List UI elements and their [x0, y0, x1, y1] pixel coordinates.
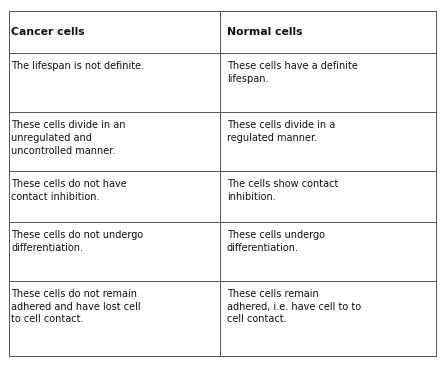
- Text: The cells show contact
inhibition.: The cells show contact inhibition.: [227, 179, 338, 201]
- Text: These cells divide in an
unregulated and
uncontrolled manner.: These cells divide in an unregulated and…: [11, 120, 125, 156]
- Text: These cells undergo
differentiation.: These cells undergo differentiation.: [227, 230, 325, 253]
- Text: Cancer cells: Cancer cells: [11, 27, 85, 37]
- Text: These cells divide in a
regulated manner.: These cells divide in a regulated manner…: [227, 120, 335, 143]
- Text: These cells remain
adhered, i.e. have cell to to
cell contact.: These cells remain adhered, i.e. have ce…: [227, 289, 361, 324]
- Text: These cells do not remain
adhered and have lost cell
to cell contact.: These cells do not remain adhered and ha…: [11, 289, 141, 324]
- Text: These cells have a definite
lifespan.: These cells have a definite lifespan.: [227, 61, 358, 84]
- Text: These cells do not have
contact inhibition.: These cells do not have contact inhibiti…: [11, 179, 127, 201]
- Text: These cells do not undergo
differentiation.: These cells do not undergo differentiati…: [11, 230, 143, 253]
- Text: Normal cells: Normal cells: [227, 27, 303, 37]
- Text: The lifespan is not definite.: The lifespan is not definite.: [11, 61, 144, 71]
